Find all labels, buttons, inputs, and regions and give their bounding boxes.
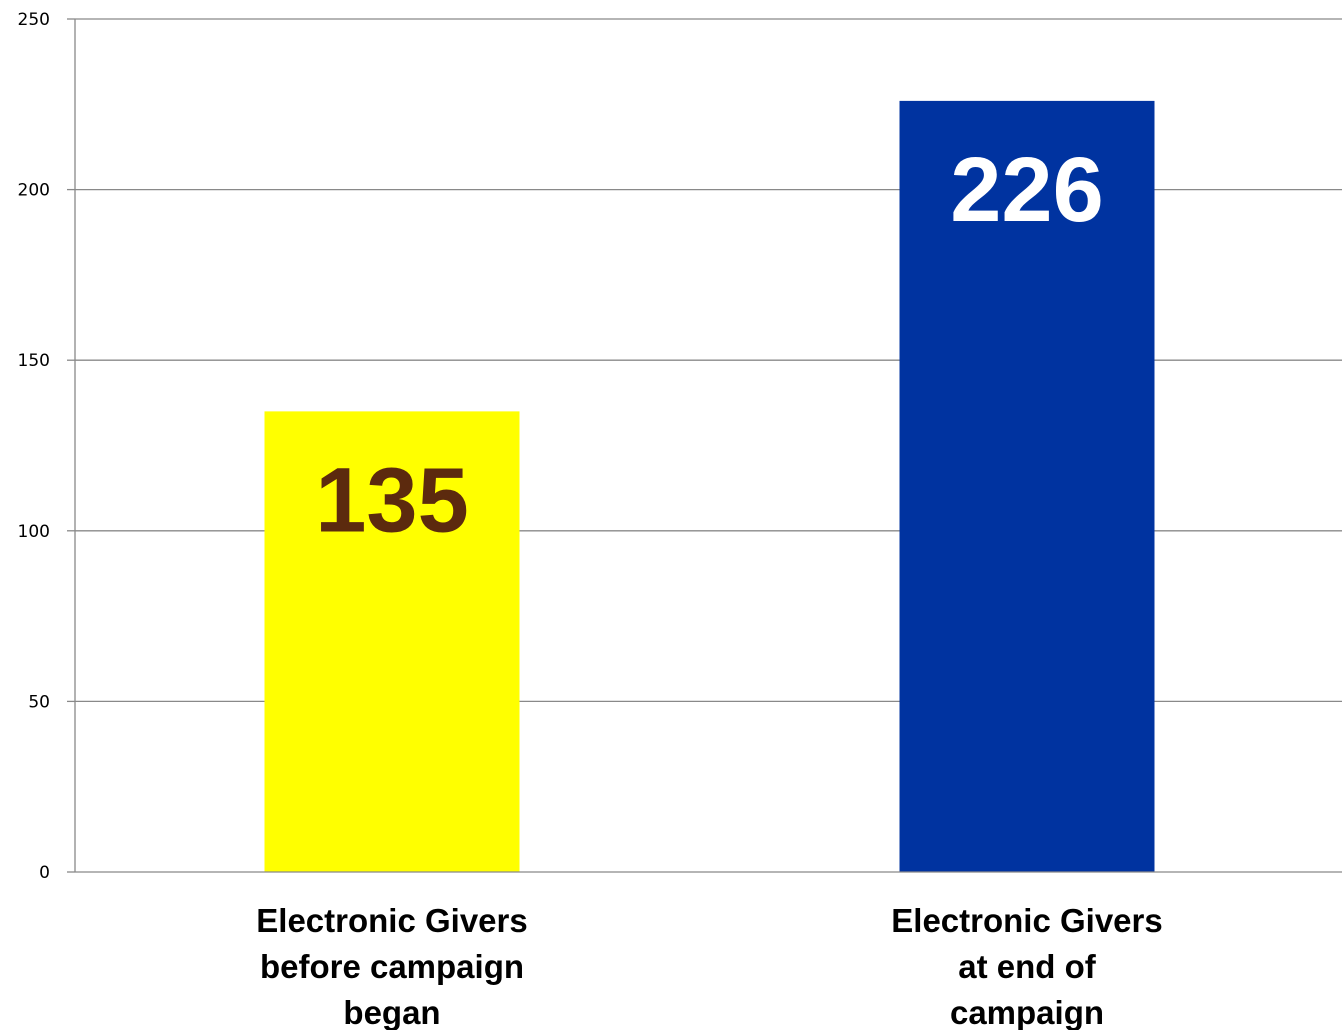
bar-2 (899, 100, 1155, 872)
category-label-line: Electronic Givers (256, 902, 527, 939)
y-tick-label: 150 (18, 351, 50, 371)
axes (67, 18, 1342, 873)
category-label-2: Electronic Givers at end of campaign (891, 902, 1162, 1030)
category-label-line: Electronic Givers (891, 902, 1162, 939)
data-label-2: 226 (950, 139, 1104, 241)
y-tick-label: 200 (18, 181, 50, 201)
bars (264, 100, 1155, 872)
bar-1 (264, 411, 520, 872)
category-label-line: before campaign (260, 948, 524, 985)
y-tick-labels: 0 50 100 150 200 250 (18, 10, 50, 883)
y-tick-label: 50 (28, 692, 50, 712)
y-tick-label: 100 (18, 522, 50, 542)
category-labels: Electronic Givers before campaign beganEle… (256, 902, 1162, 1030)
category-label-line: campaign (950, 994, 1104, 1030)
data-label-1: 135 (315, 449, 469, 551)
category-label-line: at end of (958, 948, 1097, 985)
y-tick-label: 0 (39, 863, 50, 883)
category-label-line: began (343, 994, 440, 1030)
category-label-1: Electronic Givers before campaign began (256, 902, 527, 1030)
data-labels: 135 226 (315, 139, 1104, 551)
y-tick-label: 250 (18, 10, 50, 30)
